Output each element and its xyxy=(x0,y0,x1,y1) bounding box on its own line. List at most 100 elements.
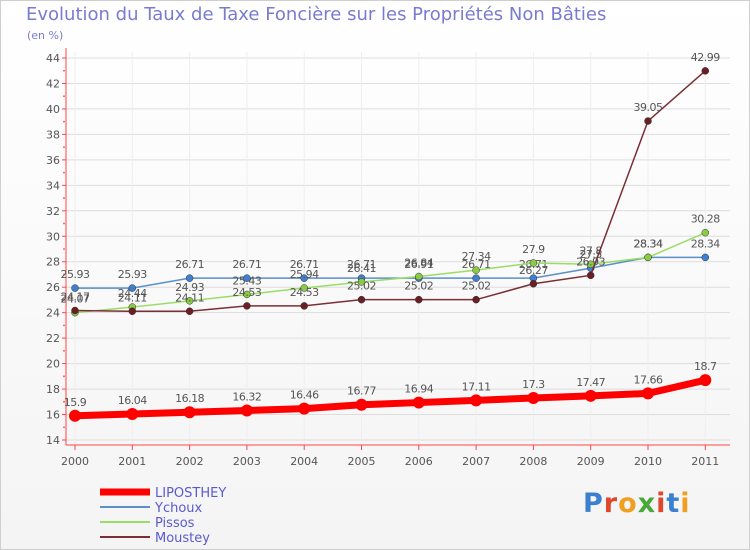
data-point xyxy=(300,274,308,282)
data-label: 28.34 xyxy=(634,237,663,250)
y-tick-label: 32 xyxy=(46,205,60,218)
data-point xyxy=(298,402,311,415)
data-label: 39.05 xyxy=(634,101,663,114)
y-tick-label: 24 xyxy=(46,307,60,320)
data-label: 25.02 xyxy=(462,280,491,293)
data-label: 18.7 xyxy=(694,360,717,373)
data-point xyxy=(472,295,480,304)
data-label: 25.02 xyxy=(347,280,376,293)
data-label: 26.41 xyxy=(347,262,376,275)
data-point xyxy=(128,284,137,292)
data-point xyxy=(126,408,139,421)
data-point xyxy=(529,259,538,267)
y-minor-tick xyxy=(63,426,65,429)
data-label: 26.27 xyxy=(519,264,548,277)
legend-label: Pissos xyxy=(155,516,195,531)
data-label: 28.34 xyxy=(634,237,663,250)
y-tick-label: 14 xyxy=(46,434,60,447)
series-line-moustey xyxy=(74,70,706,313)
data-point xyxy=(300,284,308,292)
logo-letter: P xyxy=(583,488,604,519)
y-minor-tick xyxy=(63,375,65,378)
data-label: 25.94 xyxy=(290,268,319,281)
data-label: 24.11 xyxy=(118,291,147,304)
y-minor-tick xyxy=(63,120,65,123)
data-label: 26.91 xyxy=(404,258,433,271)
y-minor-tick xyxy=(63,222,65,225)
data-label: 26.93 xyxy=(576,255,605,268)
data-label: 26.84 xyxy=(404,257,433,270)
data-label: 27.9 xyxy=(522,243,545,256)
y-tick-label: 18 xyxy=(46,383,60,396)
data-point xyxy=(355,398,368,411)
data-label: 16.18 xyxy=(175,392,204,405)
logo-letter: i xyxy=(656,488,667,519)
data-label: 16.94 xyxy=(404,383,433,396)
x-tick-label: 2001 xyxy=(118,455,146,468)
data-label: 17.3 xyxy=(522,378,545,391)
data-label: 24.17 xyxy=(61,291,90,304)
legend-label: LIPOSTHEY xyxy=(155,486,226,501)
data-label: 24.93 xyxy=(175,281,204,294)
data-label: 17.11 xyxy=(462,380,491,393)
y-minor-tick xyxy=(63,95,65,98)
data-label: 16.46 xyxy=(290,389,319,402)
data-label: 16.32 xyxy=(232,390,261,403)
x-tick-label: 2002 xyxy=(176,455,204,468)
data-label: 26.71 xyxy=(290,258,319,271)
data-point xyxy=(243,274,251,282)
x-tick-label: 2010 xyxy=(634,455,662,468)
data-point xyxy=(412,396,425,409)
data-label: 26.71 xyxy=(347,258,376,271)
x-tick-label: 2003 xyxy=(233,455,261,468)
y-minor-tick xyxy=(63,324,65,327)
data-label: 24.53 xyxy=(290,286,319,299)
data-label: 25.93 xyxy=(61,268,90,281)
data-point xyxy=(185,274,194,282)
data-label: 42.99 xyxy=(691,51,720,64)
data-label: 24.11 xyxy=(175,291,204,304)
data-point xyxy=(470,394,483,407)
y-minor-tick xyxy=(63,146,65,149)
logo-letter: o xyxy=(618,488,638,519)
data-label: 24.44 xyxy=(118,287,147,300)
y-tick-label: 20 xyxy=(46,358,60,371)
data-point xyxy=(529,280,538,288)
data-label: 25.43 xyxy=(232,274,261,287)
data-point xyxy=(243,302,251,310)
legend-label: Ychoux xyxy=(154,501,203,516)
data-label: 24.53 xyxy=(232,286,261,299)
data-point xyxy=(183,406,196,419)
data-point xyxy=(644,117,652,125)
data-label: 28.34 xyxy=(691,237,720,250)
y-minor-tick xyxy=(63,400,65,403)
series-line-pissos xyxy=(74,232,706,314)
y-minor-tick xyxy=(63,349,65,352)
data-label: 25.93 xyxy=(118,268,147,281)
logo-letter: x xyxy=(637,488,657,519)
y-minor-tick xyxy=(63,171,65,174)
y-minor-tick xyxy=(63,299,65,301)
data-label: 16.04 xyxy=(118,394,147,407)
x-tick-label: 2000 xyxy=(61,455,89,468)
data-point xyxy=(699,374,712,387)
x-tick-label: 2004 xyxy=(290,455,318,468)
data-point xyxy=(415,272,423,281)
x-tick-label: 2005 xyxy=(348,455,376,468)
data-label: 17.47 xyxy=(576,376,605,389)
data-point xyxy=(701,228,710,237)
data-point xyxy=(69,409,81,422)
data-point xyxy=(472,274,480,282)
y-tick-label: 34 xyxy=(46,179,60,192)
data-point xyxy=(472,266,480,274)
data-point xyxy=(357,295,366,304)
y-tick-label: 42 xyxy=(46,77,60,90)
y-minor-tick xyxy=(63,69,65,72)
proxiti-logo: Proxiti xyxy=(583,488,691,519)
data-point xyxy=(357,278,366,286)
data-point xyxy=(586,271,595,280)
data-label: 27.8 xyxy=(579,244,602,257)
y-tick-label: 36 xyxy=(46,154,60,167)
